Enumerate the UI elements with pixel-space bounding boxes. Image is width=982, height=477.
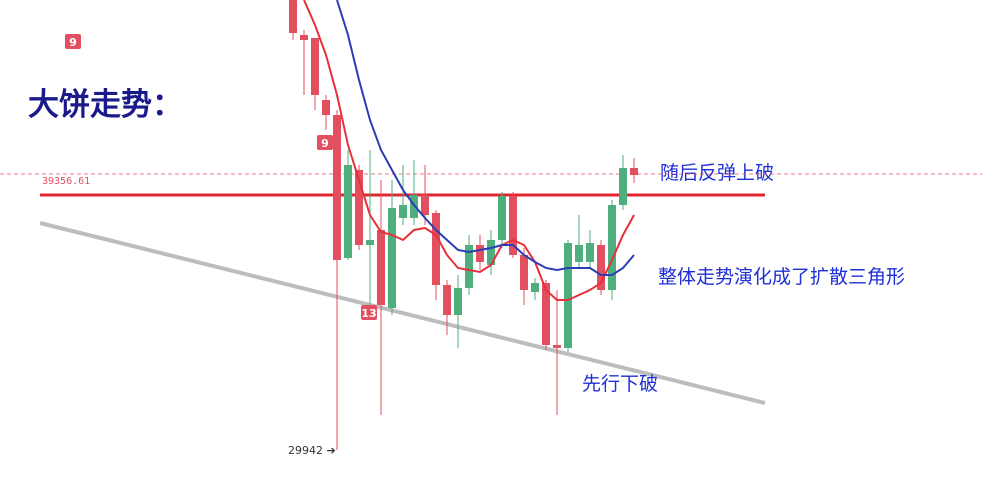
candle-body (476, 244, 484, 262)
marker-box (317, 135, 333, 150)
annotation: 先行下破 (582, 373, 658, 395)
candle-body (608, 204, 616, 290)
annotation: 随后反弹上破 (660, 162, 774, 184)
marker-label: 9 (69, 36, 77, 49)
candle-body (630, 167, 638, 175)
candle-body (575, 244, 583, 262)
candle-body (421, 194, 429, 216)
candle-body (498, 195, 506, 240)
candle-body (333, 115, 341, 261)
moving-average (336, 0, 635, 276)
candle-body (355, 170, 363, 245)
candle-body (454, 287, 462, 316)
candle-body (465, 244, 473, 288)
price-label: 39356.61 (42, 176, 90, 187)
chart-title: 大饼走势： (28, 87, 183, 123)
candle-body (311, 37, 319, 95)
moving-average (303, 0, 635, 301)
count-marker: 13 (361, 305, 377, 320)
candle-body (564, 243, 572, 348)
candle-body (531, 282, 539, 292)
candle-body (289, 0, 297, 34)
marker-box (361, 305, 377, 320)
candle-body (619, 167, 627, 205)
candle-body (586, 243, 594, 262)
candle-body (399, 204, 407, 218)
candle-body (542, 282, 550, 345)
candle-body (300, 35, 308, 40)
candle-body (597, 244, 605, 290)
annotation: 整体走势演化成了扩散三角形 (658, 266, 905, 288)
candle-body (509, 195, 517, 255)
trend-line (39, 221, 766, 405)
candle-body (344, 164, 352, 258)
marker-label: 13 (361, 307, 376, 320)
marker-label: 9 (321, 137, 329, 150)
count-marker: 9 (317, 135, 333, 150)
low-label: 29942 ➔ (288, 444, 336, 457)
marker-box (65, 34, 81, 49)
candle-body (388, 207, 396, 308)
candle-body (366, 239, 374, 245)
count-marker: 9 (65, 34, 81, 49)
candle-body (487, 239, 495, 265)
candle-body (443, 284, 451, 316)
candle-body (432, 212, 440, 285)
candle-body (377, 229, 385, 306)
candle-body (520, 254, 528, 290)
candle-body (322, 99, 330, 116)
candle-body (553, 344, 561, 348)
